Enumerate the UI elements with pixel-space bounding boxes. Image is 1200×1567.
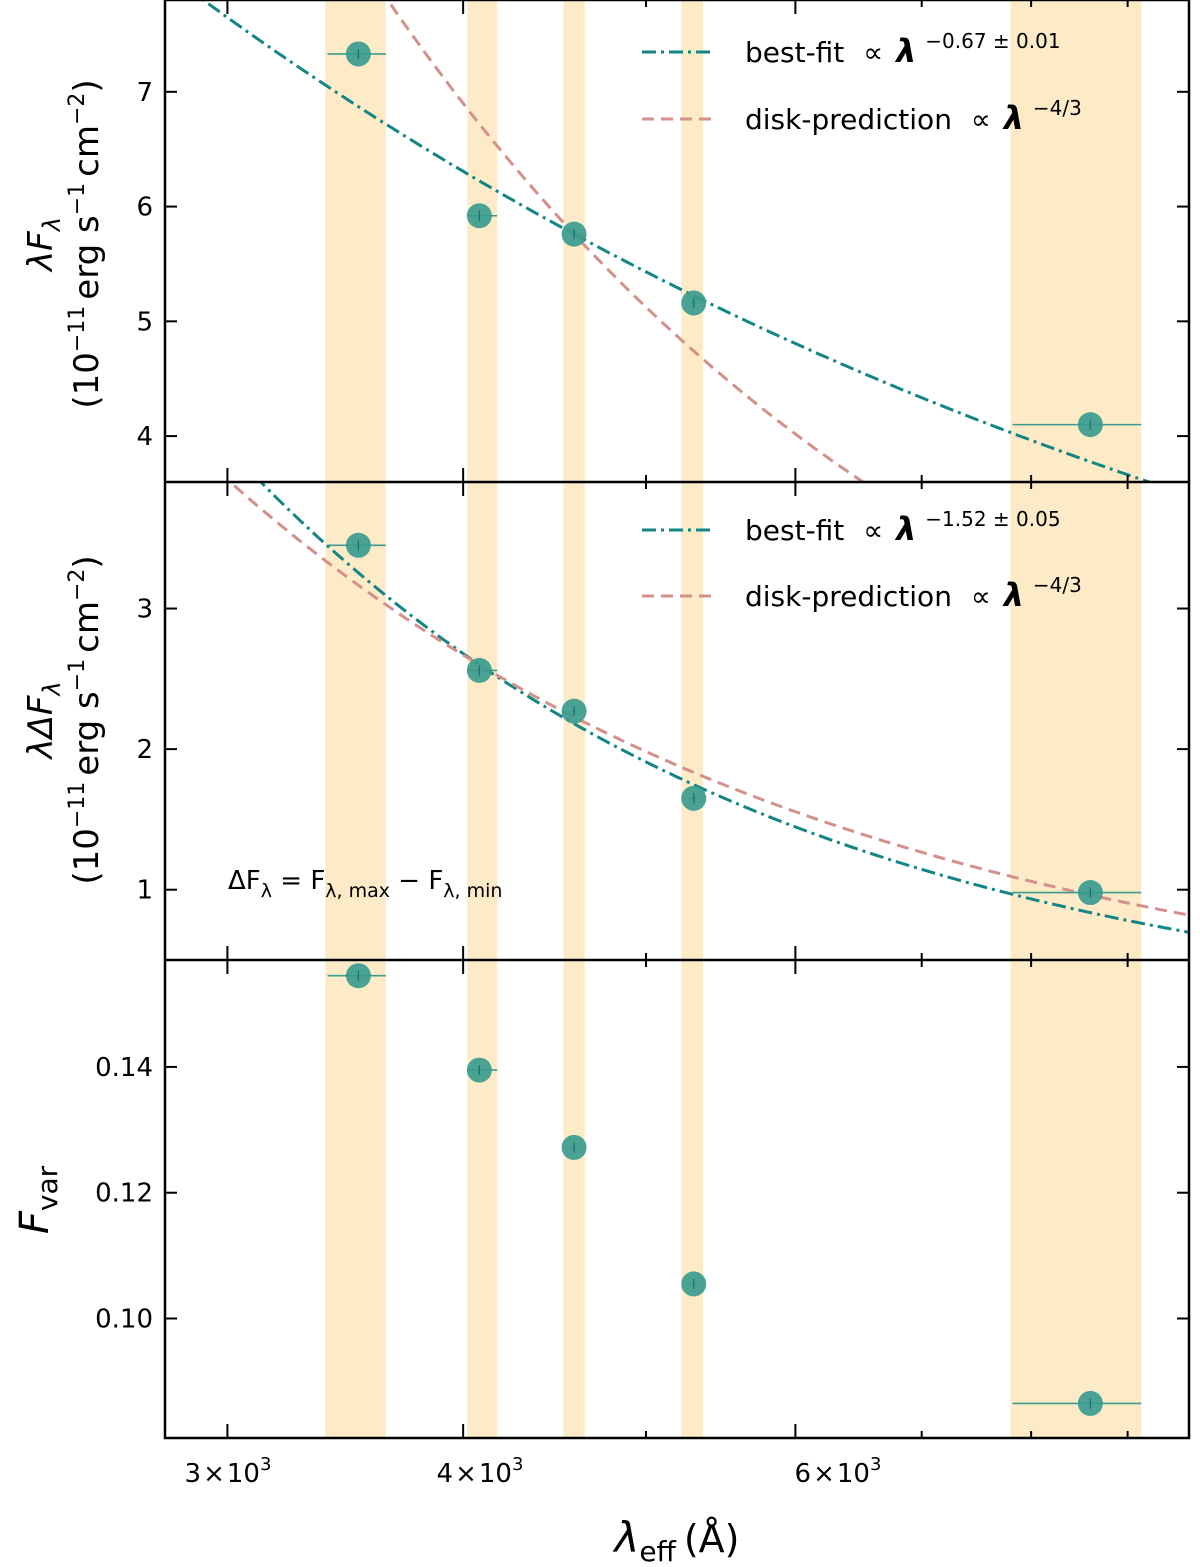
band-U [325,0,386,1438]
bottom-ytick-label-1: 0.12 [95,1179,153,1209]
filter-bands [325,0,1142,1438]
middle-ytick-label-1: 2 [136,735,153,765]
band-B [467,0,498,1438]
top-ylabel-line2: (10−11erg s−1cm−2) [65,79,107,408]
top-points [327,41,1142,438]
middle-ytick-label-0: 1 [136,876,153,906]
plot-frame [163,0,1191,1440]
middle-curves [227,482,1189,934]
panel-flux: 4 5 6 7 best-fit ∝ λ −0.67 ± 0.01 disk-pred… [21,0,1189,482]
top-curves [200,0,1154,482]
top-yticks: 4 5 6 7 [136,78,1189,452]
middle-ylabel-line1: λΔFλ [21,681,66,760]
middle-legend-fit-text: best-fit ∝ λ −1.52 ± 0.05 [745,507,1061,548]
x-tick-label-4000: 4×103 [437,1454,524,1489]
panel-variable-flux: 1 2 3 best-fit ∝ λ −1.52 ± 0.05 disk-predi… [21,482,1189,934]
middle-points [327,532,1142,906]
x-tick-labels: 3×103 4×103 6×103 [185,1454,882,1489]
middle-annotation: ΔFλ = Fλ, max − Fλ, min [228,866,502,902]
middle-legend-disk-text: disk-prediction ∝ λ −4/3 [745,573,1082,614]
bottom-yticks: 0.10 0.12 0.14 [95,1053,1189,1335]
bottom-ytick-label-2: 0.14 [95,1053,153,1083]
middle-curve-disk-prediction [227,482,1189,917]
bottom-ylabel: Fvar [12,1165,64,1234]
top-legend-fit-text: best-fit ∝ λ −0.67 ± 0.01 [745,29,1061,70]
middle-ylabel-line2: (10−11erg s−1cm−2) [65,555,107,884]
top-curve-best-fit [200,0,1154,482]
middle-ytick-label-2: 3 [136,595,153,625]
top-legend: best-fit ∝ λ −0.67 ± 0.01 disk-predictio… [642,29,1082,137]
top-ylabel-line1: λFλ [21,217,66,273]
top-ytick-label-1: 5 [136,307,153,337]
top-ytick-label-3: 7 [136,78,153,108]
x-tick-label-6000: 6×103 [795,1454,882,1489]
band-R [681,0,703,1438]
top-ytick-label-2: 6 [136,193,153,223]
panel-fvar: 0.10 0.12 0.14 Fvar [12,963,1189,1416]
bottom-points [327,963,1142,1416]
bottom-ytick-label-0: 0.10 [95,1305,153,1335]
band-I [1010,0,1142,1438]
x-tick-label-3000: 3×103 [185,1454,272,1489]
x-axis-ticks [226,0,1129,1438]
top-legend-disk-text: disk-prediction ∝ λ −4/3 [745,96,1082,137]
middle-curve-best-fit [258,482,1189,934]
middle-legend: best-fit ∝ λ −1.52 ± 0.05 disk-predictio… [642,507,1082,614]
top-curve-disk-prediction [385,0,866,482]
top-ytick-label-0: 4 [136,422,153,452]
middle-yticks: 1 2 3 [136,595,1189,906]
x-axis-label: λeff (Å) [612,1513,739,1567]
